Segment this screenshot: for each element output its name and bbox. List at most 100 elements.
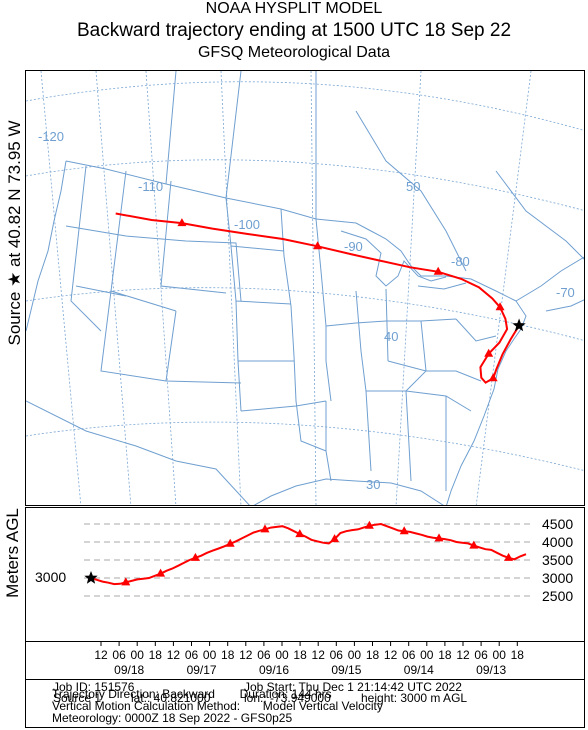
height-canvas: 4500 4000 3500 3000 2500 <box>84 516 573 604</box>
height-tick-label: 3500 <box>542 552 573 568</box>
hour-label: 00 <box>493 648 507 662</box>
graticule-lat-30 <box>26 421 584 471</box>
hour-label: 12 <box>384 648 398 662</box>
height-marker-icon <box>225 538 235 547</box>
graticule-lat-50 <box>26 159 584 211</box>
lon-label-minus70: -70 <box>556 285 575 300</box>
source-height-label: 3000 <box>35 569 67 585</box>
hour-label: 06 <box>330 648 344 662</box>
height-marker-icon <box>121 577 131 586</box>
hour-label: 18 <box>511 648 525 662</box>
state-lines-east <box>325 288 497 412</box>
title-model: NOAA HYSPLIT MODEL <box>205 0 383 17</box>
maritime-coast <box>515 256 584 312</box>
run-info-panel: Job ID: 151576 Job Start: Thu Dec 1 21:1… <box>25 680 585 728</box>
height-marker-icon <box>399 526 409 535</box>
graticule-lon-minus80 <box>395 71 422 505</box>
hour-label: 06 <box>402 648 416 662</box>
graticule-lat-40 <box>26 287 584 341</box>
trajectory-marker-icon <box>488 373 498 382</box>
trajectory-marker-icon <box>495 302 505 311</box>
trajectory-marker-icon <box>484 348 494 357</box>
hour-label: 06 <box>185 648 199 662</box>
date-label: 09/18 <box>114 663 144 677</box>
run-settings: Trajectory Direction: Backward Duration:… <box>52 688 383 724</box>
date-label: 09/16 <box>259 663 289 677</box>
direction-line: Trajectory Direction: Backward Duration:… <box>52 688 383 700</box>
source-lat: lat.: 40.821000 <box>131 691 211 705</box>
height-marker-icon <box>260 524 270 533</box>
hour-label: 06 <box>474 648 488 662</box>
height-marker-icon <box>504 552 514 561</box>
vertical-method-label: Vertical Motion Calculation Method: <box>52 699 241 713</box>
trajectory-duration: Duration: 144 hrs <box>239 687 332 701</box>
height-marker-icon <box>434 533 444 542</box>
trajectory-path <box>115 212 520 384</box>
great-lakes <box>340 230 467 290</box>
height-tick-labels: 4500 4000 3500 3000 2500 <box>542 516 573 604</box>
job-id: Job ID: 151576 <box>53 680 135 694</box>
source-height: height: 3000 m AGL <box>361 691 468 705</box>
height-axis-text: Meters AGL <box>3 508 22 598</box>
hour-label: 12 <box>167 648 181 662</box>
time-axis: 12 06 00 18 12 06 00 18 12 06 00 18 12 06 00 18 12 06 00 18… <box>25 642 585 680</box>
trajectory-layer <box>115 212 526 384</box>
meteorology-line: Meteorology: 0000Z 18 Sep 2022 - GFS0p25 <box>52 711 293 725</box>
date-label: 09/14 <box>404 663 434 677</box>
hour-label: 00 <box>203 648 217 662</box>
graticule-lon-minus110 <box>145 71 177 505</box>
lon-label-minus110: -110 <box>138 179 163 194</box>
mexico-border <box>26 400 250 505</box>
hour-label: 00 <box>275 648 289 662</box>
height-gridlines <box>84 523 531 597</box>
lon-label-minus100: -100 <box>234 217 260 232</box>
height-marker-icon <box>156 568 166 577</box>
source-lon: lon.: -73.949000 <box>244 691 331 705</box>
hour-label: 18 <box>366 648 380 662</box>
map-canvas: -120 -110 -100 -90 -80 -70 50 40 30 <box>26 71 584 505</box>
pacific-coast <box>26 160 67 332</box>
vertical-line: Vertical Motion Calculation Method: Mode… <box>52 700 383 712</box>
graticule-lon-minus90 <box>310 71 317 505</box>
trajectory-map: -120 -110 -100 -90 -80 -70 50 40 30 <box>25 70 585 506</box>
height-star-icon <box>84 571 98 584</box>
graticule-lon-minus120 <box>95 71 132 505</box>
date-label: 09/17 <box>187 663 217 677</box>
graticule-lon-minus70 <box>475 71 532 505</box>
height-marker-icon <box>364 520 374 529</box>
hour-label: 00 <box>420 648 434 662</box>
height-marker-icon <box>469 540 479 549</box>
graticule-lon-minus130 <box>40 71 82 505</box>
time-axis-canvas: 12 06 00 18 12 06 00 18 12 06 00 18 12 06 00 18 12 06 00 18… <box>94 642 525 677</box>
height-tick-label: 2500 <box>542 588 573 604</box>
hour-label: 06 <box>257 648 271 662</box>
lon-label-minus90: -90 <box>344 239 363 254</box>
height-marker-icon <box>190 552 200 561</box>
trajectory-marker-icon <box>433 266 443 275</box>
height-profile: 4500 4000 3500 3000 2500 <box>25 507 585 642</box>
job-start: Job Start: Thu Dec 1 21:14:42 UTC 2022 <box>244 680 462 694</box>
date-label: 09/13 <box>476 663 506 677</box>
hour-label: 18 <box>221 648 235 662</box>
source-number: Source 1 <box>53 691 102 705</box>
lat-label-30: 30 <box>366 477 380 492</box>
source-star-icon <box>512 318 526 332</box>
date-label: 09/15 <box>331 663 361 677</box>
height-tick-label: 4500 <box>542 516 573 532</box>
trajectory-marker-icon <box>313 241 323 250</box>
graticule-lon-minus100 <box>220 71 242 505</box>
hour-label: 12 <box>456 648 470 662</box>
lat-label-50: 50 <box>406 179 420 194</box>
trajectory-direction: Trajectory Direction: Backward <box>52 687 215 701</box>
hour-label: 06 <box>112 648 126 662</box>
state-lines-central <box>225 197 332 412</box>
lon-label-minus80: -80 <box>451 254 470 269</box>
hour-label: 00 <box>348 648 362 662</box>
height-marker-icon <box>330 534 340 543</box>
lat-label-40: 40 <box>384 329 398 344</box>
height-tick-label: 3000 <box>542 570 573 586</box>
lon-label-minus120: -120 <box>38 129 64 144</box>
canada-provinces <box>165 71 584 272</box>
graticule-lat-60 <box>26 81 584 131</box>
hour-label: 18 <box>293 648 307 662</box>
